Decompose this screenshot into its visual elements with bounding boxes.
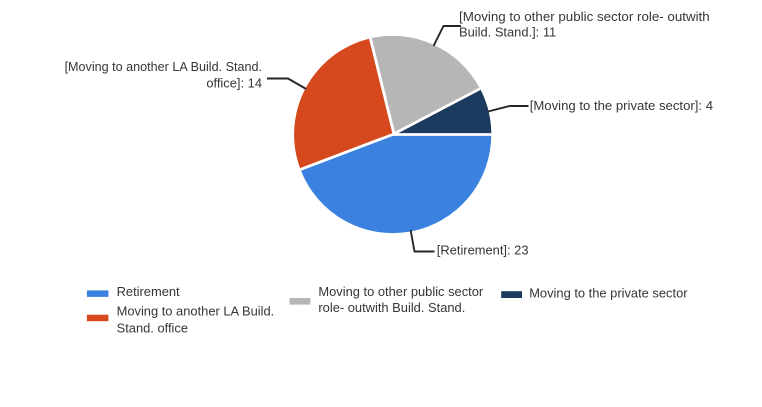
- svg-text:Retirement: Retirement: [117, 284, 180, 299]
- svg-text:Moving to other public sector: Moving to other public sector: [318, 284, 484, 299]
- svg-text:[Moving to another LA Build. S: [Moving to another LA Build. Stand.: [65, 60, 262, 74]
- svg-text:role- outwith Build. Stand.: role- outwith Build. Stand.: [318, 300, 465, 315]
- svg-text:[Retirement]: 23: [Retirement]: 23: [437, 242, 529, 257]
- svg-text:[Moving to other public sector: [Moving to other public sector role- out…: [459, 9, 710, 24]
- svg-text:Stand. office: Stand. office: [117, 320, 188, 335]
- svg-text:Moving to the private sector: Moving to the private sector: [529, 285, 688, 300]
- svg-text:office]: 14: office]: 14: [206, 75, 262, 90]
- svg-text:[Moving to the private sector]: [Moving to the private sector]: 4: [530, 98, 713, 113]
- svg-text:Build. Stand.]: 11: Build. Stand.]: 11: [459, 25, 556, 40]
- svg-text:Moving to another LA Build.: Moving to another LA Build.: [117, 304, 275, 319]
